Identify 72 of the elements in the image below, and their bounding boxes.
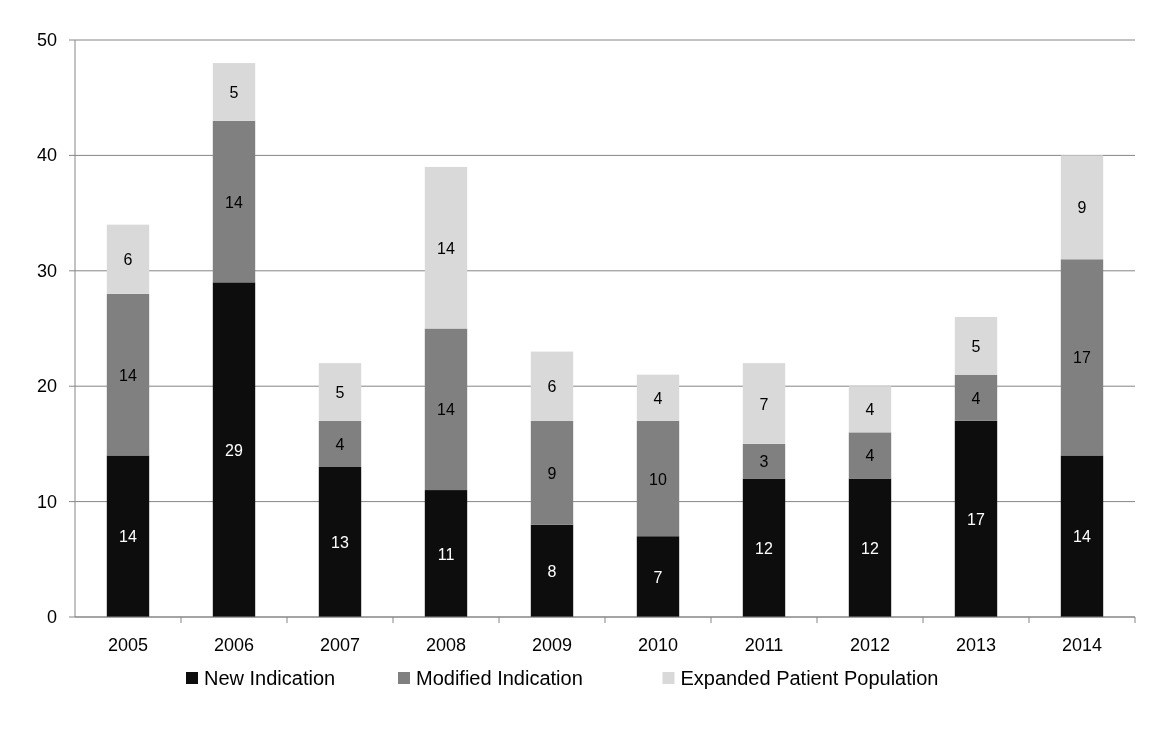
bar (530, 524, 574, 617)
x-tick-label: 2010 (637, 635, 679, 655)
bar (742, 478, 786, 617)
data-label: 5 (229, 83, 239, 101)
data-label: 4 (653, 389, 663, 407)
bar (954, 420, 998, 617)
data-label: 3 (759, 453, 769, 471)
data-label: 14 (119, 528, 137, 546)
data-label: 4 (971, 389, 981, 407)
data-label: 6 (547, 378, 557, 396)
bar (424, 166, 468, 329)
data-label: 14 (437, 401, 455, 419)
bar (636, 536, 680, 617)
y-tick-label: 0 (46, 607, 57, 627)
bar (1060, 155, 1104, 260)
data-label: 7 (653, 568, 663, 586)
bar (1060, 455, 1104, 617)
x-tick-label: 2006 (213, 635, 255, 655)
x-tick-label: 2007 (319, 635, 361, 655)
data-label: 9 (1077, 199, 1087, 217)
bar (318, 363, 362, 421)
data-label: 10 (649, 470, 667, 488)
data-label: 14 (225, 193, 243, 211)
bar (742, 363, 786, 444)
bar (318, 420, 362, 467)
bar (636, 374, 680, 421)
data-label: 12 (755, 539, 773, 557)
data-label: 5 (335, 383, 345, 401)
legend-label: New Indication (204, 667, 336, 689)
bar (848, 432, 892, 479)
bar (106, 224, 150, 294)
x-tick-label: 2005 (107, 635, 149, 655)
bar (848, 478, 892, 617)
data-label: 29 (225, 441, 243, 459)
data-label: 12 (861, 539, 879, 557)
data-label: 6 (123, 251, 133, 269)
y-tick-label: 20 (36, 376, 57, 397)
x-tick-label: 2014 (1061, 635, 1103, 655)
data-label: 11 (437, 545, 455, 563)
bar (848, 386, 892, 433)
data-label: 14 (437, 239, 455, 257)
legend-label: Expanded Patient Population (680, 667, 939, 689)
x-tick-label: 2008 (425, 635, 467, 655)
bar (742, 443, 786, 479)
data-label: 4 (335, 435, 345, 453)
data-label: 17 (967, 510, 985, 528)
data-label: 9 (547, 464, 557, 482)
y-tick-label: 40 (36, 145, 57, 166)
y-tick-label: 50 (36, 30, 57, 50)
bar (106, 455, 150, 617)
x-tick-label: 2009 (531, 635, 573, 655)
y-tick-label: 10 (36, 491, 57, 512)
y-tick-label: 30 (36, 260, 57, 281)
bar (424, 490, 468, 617)
data-label: 7 (759, 395, 769, 413)
data-label: 17 (1073, 349, 1091, 367)
data-label: 8 (547, 562, 557, 580)
data-label: 4 (865, 447, 875, 465)
bar (954, 316, 998, 375)
data-label: 14 (119, 366, 137, 384)
data-label: 4 (865, 401, 875, 419)
x-tick-label: 2011 (744, 635, 784, 655)
bar (318, 466, 362, 617)
data-label: 13 (331, 533, 349, 551)
x-tick-label: 2013 (955, 635, 997, 655)
legend-label: Modified Indication (416, 667, 583, 689)
bar (212, 282, 256, 617)
data-label: 5 (971, 337, 981, 355)
bar (212, 63, 256, 121)
data-label: 14 (1073, 528, 1091, 546)
x-tick-label: 2012 (849, 635, 891, 655)
bar (530, 351, 574, 421)
